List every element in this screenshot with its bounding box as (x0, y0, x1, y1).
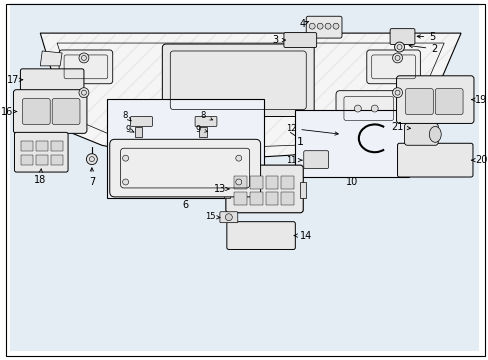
Text: 15: 15 (205, 212, 220, 221)
FancyBboxPatch shape (20, 69, 84, 91)
Bar (21, 141, 33, 151)
Text: 4: 4 (299, 19, 308, 29)
Bar (233, 192, 246, 205)
Bar (265, 176, 278, 189)
FancyBboxPatch shape (405, 89, 432, 114)
Circle shape (122, 179, 128, 185)
Bar (249, 176, 262, 189)
Circle shape (308, 23, 315, 29)
Text: 6: 6 (182, 200, 188, 210)
Polygon shape (40, 33, 460, 158)
Circle shape (225, 214, 232, 221)
FancyBboxPatch shape (225, 165, 303, 213)
Text: 9: 9 (195, 125, 207, 134)
FancyBboxPatch shape (59, 50, 113, 84)
Circle shape (235, 179, 241, 185)
Text: 11: 11 (285, 156, 302, 165)
Circle shape (392, 53, 402, 63)
Bar (300, 182, 305, 198)
FancyBboxPatch shape (130, 117, 152, 126)
Circle shape (79, 88, 89, 98)
FancyBboxPatch shape (434, 89, 462, 114)
Bar (265, 192, 278, 205)
FancyBboxPatch shape (389, 29, 414, 45)
Text: 8: 8 (200, 111, 212, 120)
FancyBboxPatch shape (22, 99, 50, 125)
Text: 18: 18 (34, 169, 46, 185)
Text: 1: 1 (296, 137, 303, 147)
Circle shape (86, 154, 97, 165)
Polygon shape (10, 3, 478, 351)
Polygon shape (10, 3, 478, 351)
Circle shape (394, 42, 404, 52)
Bar (233, 176, 246, 189)
Text: 16: 16 (1, 107, 17, 117)
Circle shape (370, 105, 377, 112)
Text: 2: 2 (408, 44, 437, 54)
FancyBboxPatch shape (335, 91, 401, 126)
Circle shape (79, 53, 89, 63)
Bar (51, 155, 63, 165)
Bar (21, 155, 33, 165)
Circle shape (325, 23, 330, 29)
FancyBboxPatch shape (396, 76, 473, 123)
Circle shape (235, 155, 241, 161)
Bar (134, 127, 142, 137)
Bar (106, 99, 263, 198)
Text: 8: 8 (122, 111, 131, 121)
Bar (36, 155, 48, 165)
Text: 13: 13 (213, 184, 228, 194)
FancyBboxPatch shape (109, 139, 260, 197)
Text: 21: 21 (390, 122, 409, 132)
FancyBboxPatch shape (195, 117, 217, 126)
Text: 9: 9 (125, 125, 134, 134)
Bar (281, 176, 294, 189)
Bar (36, 141, 48, 151)
FancyBboxPatch shape (15, 132, 68, 172)
Text: 17: 17 (7, 75, 22, 85)
FancyBboxPatch shape (404, 123, 437, 145)
Text: 7: 7 (88, 168, 95, 187)
Bar (249, 192, 262, 205)
Bar (295, 109, 408, 177)
Polygon shape (40, 51, 62, 66)
Text: 10: 10 (345, 177, 357, 187)
Bar (199, 127, 206, 137)
FancyBboxPatch shape (366, 50, 420, 84)
FancyBboxPatch shape (162, 44, 313, 117)
Bar (51, 141, 63, 151)
Circle shape (122, 155, 128, 161)
Bar (224, 182, 229, 198)
FancyBboxPatch shape (397, 143, 472, 177)
Ellipse shape (428, 126, 440, 142)
Text: 5: 5 (416, 32, 435, 42)
FancyBboxPatch shape (305, 16, 341, 38)
Text: 14: 14 (294, 230, 312, 240)
FancyBboxPatch shape (220, 212, 237, 223)
FancyBboxPatch shape (52, 99, 80, 125)
Circle shape (332, 23, 338, 29)
Bar (281, 192, 294, 205)
Text: 3: 3 (272, 35, 285, 45)
FancyBboxPatch shape (226, 222, 295, 249)
Text: 20: 20 (471, 155, 487, 165)
FancyBboxPatch shape (14, 90, 87, 133)
FancyBboxPatch shape (284, 33, 316, 48)
FancyBboxPatch shape (303, 151, 328, 168)
Text: 19: 19 (471, 95, 486, 105)
Circle shape (354, 105, 361, 112)
Circle shape (392, 88, 402, 98)
Text: 12: 12 (285, 124, 338, 135)
Circle shape (317, 23, 323, 29)
